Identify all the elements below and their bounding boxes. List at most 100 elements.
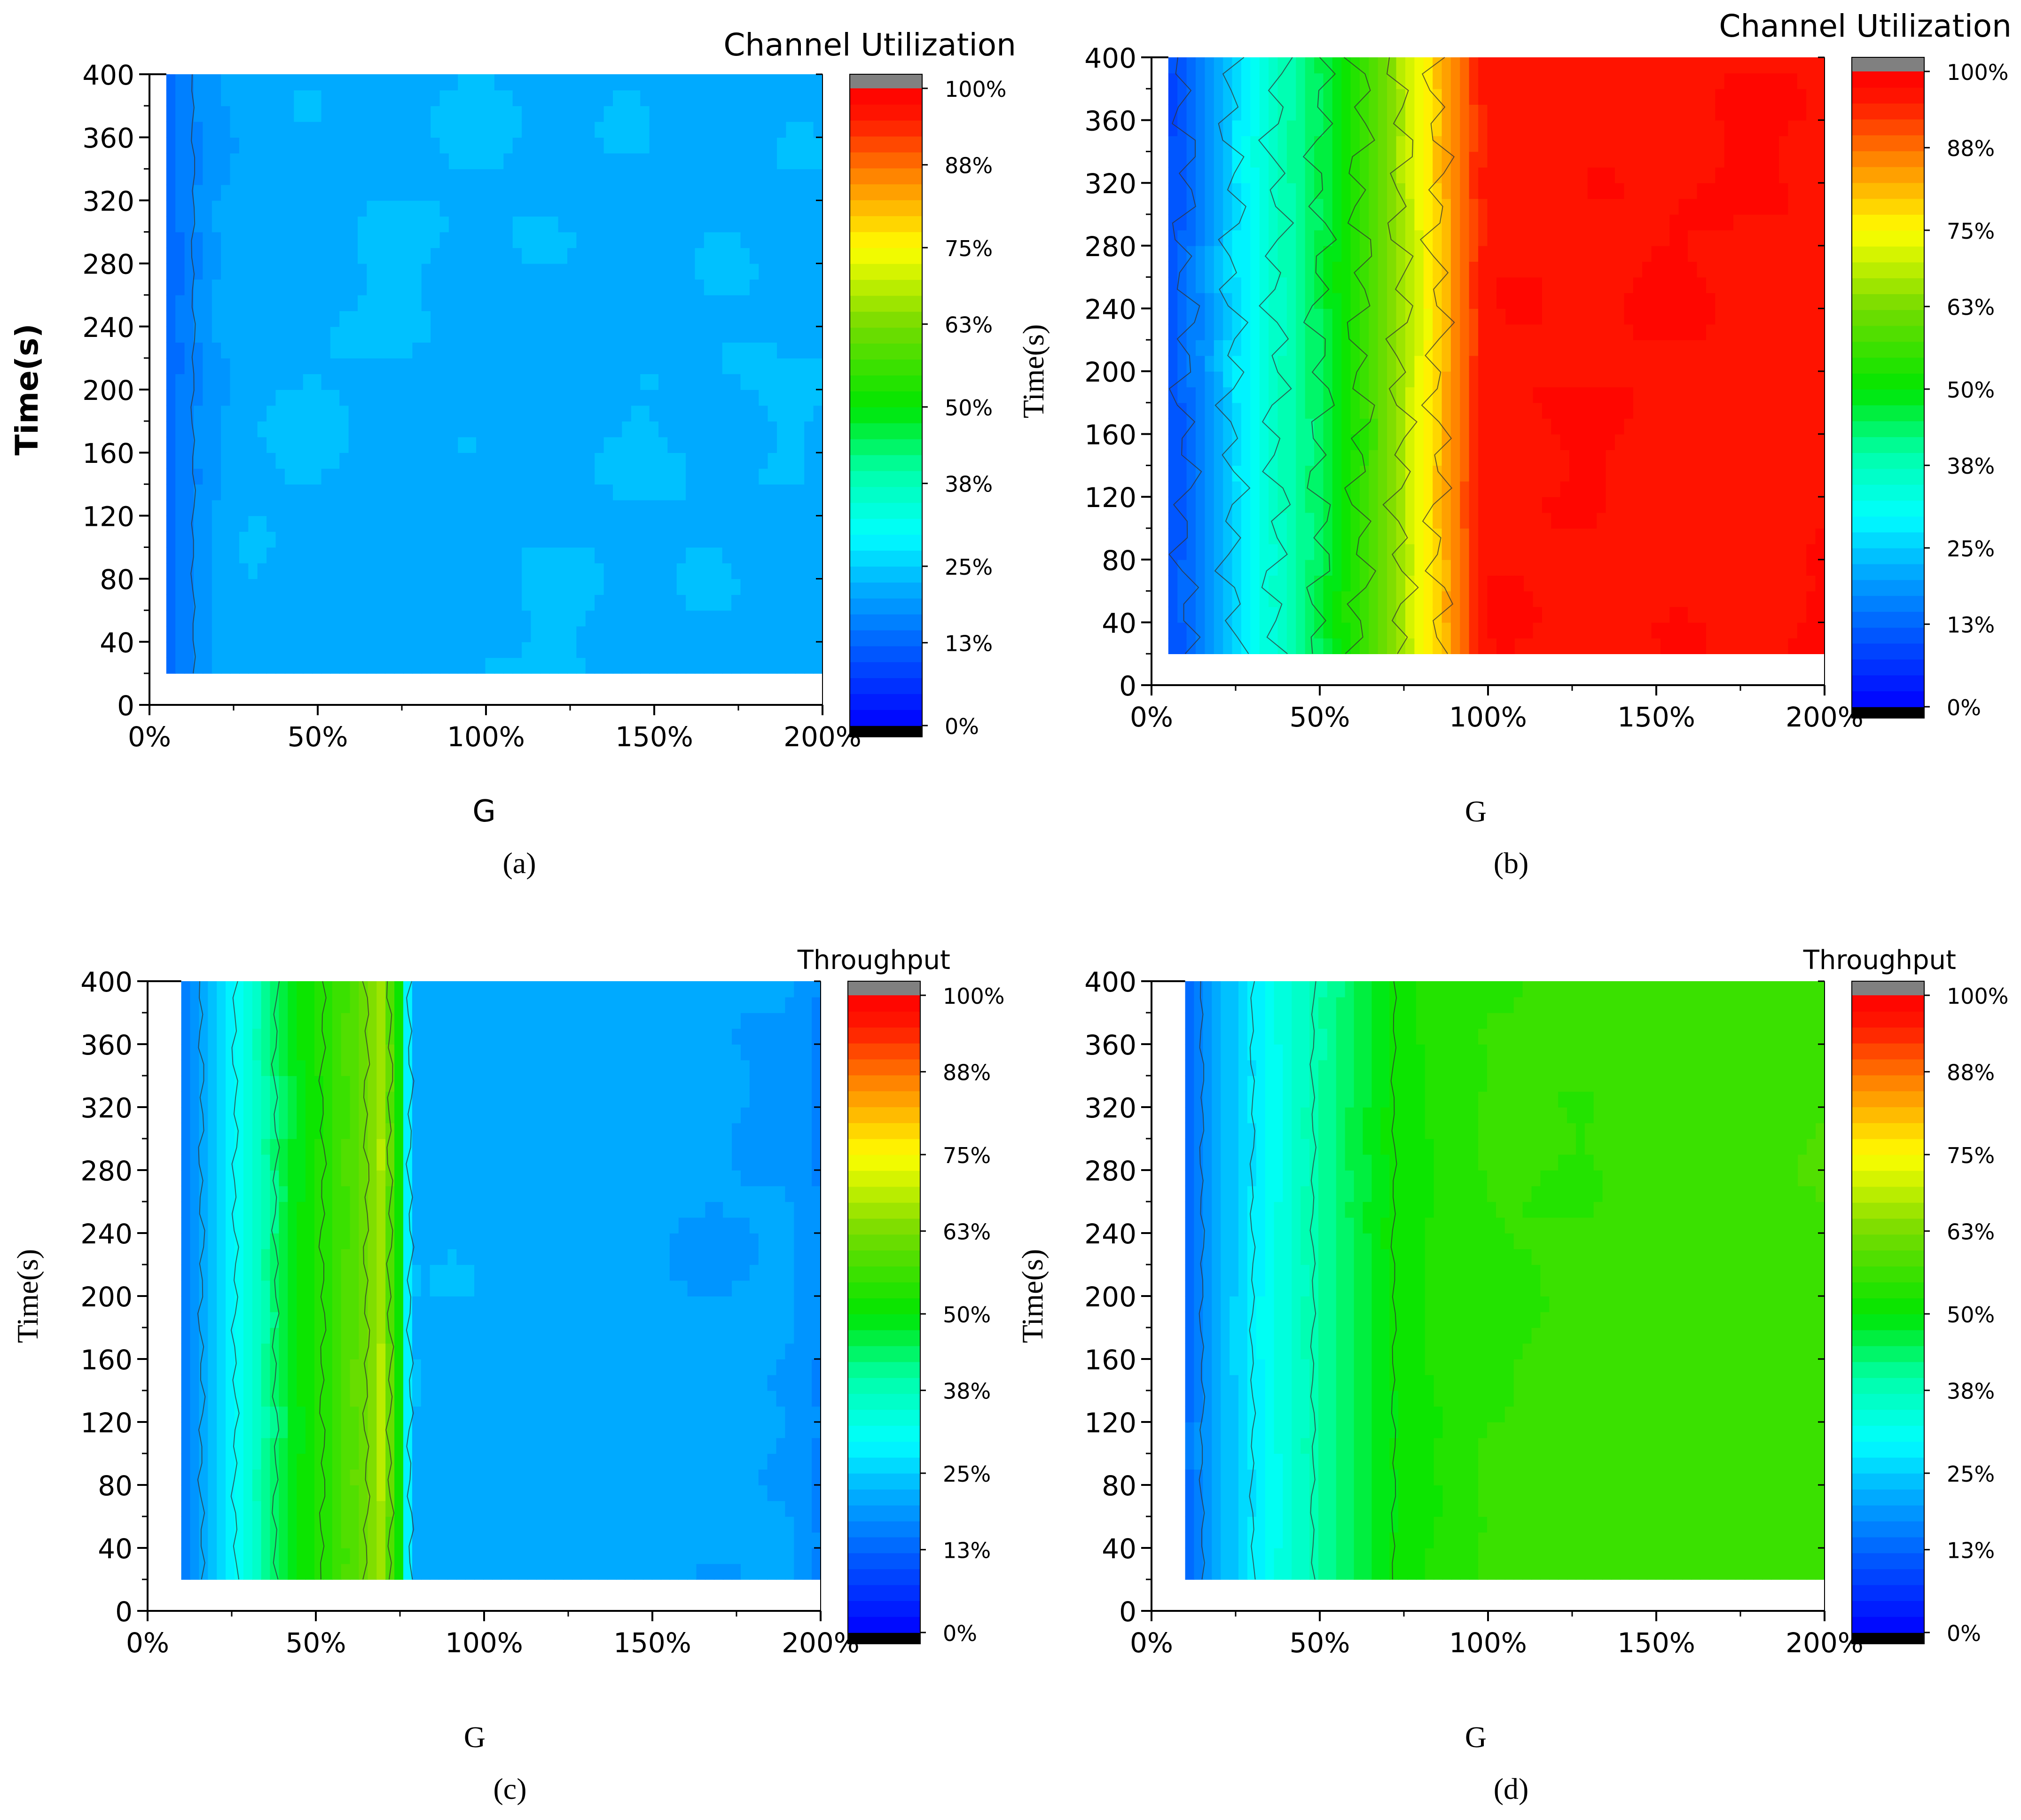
heatmap-cell — [640, 311, 650, 327]
heatmap-cell — [1660, 512, 1670, 529]
heatmap-cell — [777, 437, 787, 453]
heatmap-cell — [312, 232, 322, 248]
heatmap-cell — [212, 342, 221, 359]
heatmap-cell — [1387, 512, 1397, 529]
heatmap-cell — [695, 295, 705, 312]
heatmap-cell — [531, 484, 540, 500]
heatmap-cell — [585, 295, 595, 312]
heatmap-cell — [777, 390, 787, 406]
heatmap-cell — [603, 390, 613, 406]
heatmap-cell — [239, 342, 249, 359]
heatmap-cell — [1277, 73, 1287, 89]
heatmap-cell — [339, 437, 349, 453]
heatmap-cell — [686, 563, 696, 579]
heatmap-cell — [1196, 183, 1206, 199]
heatmap-cell — [239, 421, 249, 437]
heatmap-cell — [257, 531, 267, 548]
heatmap-cell — [212, 358, 221, 375]
heatmap-cell — [804, 641, 814, 658]
heatmap-cell — [1487, 355, 1497, 372]
heatmap-cell — [1524, 104, 1534, 121]
heatmap-cell — [1196, 528, 1206, 545]
heatmap-cell — [412, 137, 422, 154]
heatmap-cell — [485, 468, 495, 485]
heatmap-cell — [284, 453, 295, 469]
heatmap-cell — [194, 263, 204, 280]
heatmap-cell — [1269, 591, 1278, 607]
heatmap-cell — [649, 453, 659, 469]
heatmap-cell — [1350, 120, 1360, 136]
heatmap-cell — [194, 468, 204, 485]
y-tick-label: 240 — [82, 312, 134, 344]
heatmap-cell — [667, 263, 677, 280]
heatmap-cell — [813, 516, 823, 532]
heatmap-cell — [585, 90, 595, 106]
heatmap-cell — [512, 453, 522, 469]
heatmap-cell — [212, 563, 221, 579]
heatmap-cell — [576, 578, 586, 595]
heatmap-cell — [1387, 528, 1397, 545]
heatmap-cell — [1269, 638, 1278, 654]
heatmap-cell — [531, 184, 540, 201]
heatmap-cell — [339, 137, 349, 154]
heatmap-cell — [658, 184, 668, 201]
heatmap-cell — [1642, 151, 1652, 168]
heatmap-cell — [1323, 198, 1333, 215]
heatmap-cell — [1505, 497, 1515, 513]
heatmap-cell — [494, 484, 504, 500]
heatmap-cell — [476, 437, 486, 453]
heatmap-cell — [485, 484, 495, 500]
heatmap-cell — [613, 311, 623, 327]
heatmap-cell — [339, 358, 349, 375]
heatmap-cell — [221, 421, 231, 437]
heatmap-cell — [403, 390, 413, 406]
heatmap-cell — [1487, 183, 1497, 199]
heatmap-cell — [1232, 387, 1242, 403]
heatmap-cell — [358, 390, 368, 406]
heatmap-cell — [166, 153, 176, 170]
heatmap-cell — [1414, 308, 1424, 325]
heatmap-cell — [1323, 136, 1333, 152]
heatmap-cell — [1533, 434, 1543, 450]
heatmap-cell — [1633, 245, 1643, 262]
colorbar-level — [850, 343, 922, 360]
heatmap-cell — [1669, 120, 1679, 136]
heatmap-cell — [1524, 324, 1534, 340]
heatmap-cell — [1460, 104, 1470, 121]
heatmap-cell — [248, 437, 258, 453]
heatmap-cell — [275, 500, 285, 516]
heatmap-cell — [722, 74, 732, 91]
heatmap-cell — [658, 169, 668, 185]
heatmap-cell — [230, 547, 240, 563]
heatmap-cell — [257, 106, 267, 122]
heatmap-cell — [1396, 293, 1406, 309]
heatmap-cell — [494, 326, 504, 343]
heatmap-cell — [1606, 371, 1615, 388]
heatmap-cell — [330, 326, 340, 343]
heatmap-cell — [1450, 340, 1461, 356]
heatmap-cell — [777, 137, 787, 154]
heatmap-cell — [567, 279, 577, 296]
heatmap-cell — [1615, 528, 1625, 545]
heatmap-cell — [1615, 293, 1625, 309]
heatmap-cell — [1177, 88, 1187, 105]
heatmap-cell — [1551, 293, 1561, 309]
heatmap-cell — [1250, 355, 1260, 372]
heatmap-cell — [367, 374, 376, 390]
heatmap-cell — [686, 74, 696, 91]
heatmap-cell — [1450, 324, 1461, 340]
heatmap-cell — [194, 594, 204, 611]
heatmap-cell — [595, 390, 604, 406]
heatmap-cell — [722, 453, 732, 469]
heatmap-cell — [1587, 104, 1597, 121]
heatmap-cell — [1286, 371, 1297, 388]
heatmap-cell — [1478, 434, 1488, 450]
heatmap-cell — [1378, 230, 1387, 246]
heatmap-cell — [1396, 183, 1406, 199]
heatmap-cell — [467, 263, 477, 280]
heatmap-cell — [321, 169, 331, 185]
heatmap-cell — [1569, 245, 1579, 262]
heatmap-cell — [1660, 622, 1670, 639]
heatmap-cell — [1433, 104, 1442, 121]
heatmap-cell — [1487, 607, 1497, 623]
